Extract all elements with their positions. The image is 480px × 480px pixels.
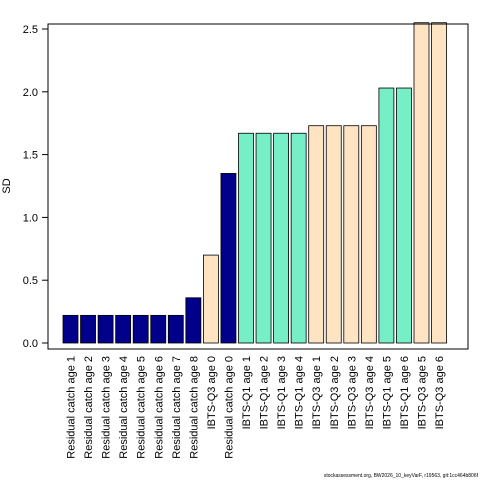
footer-text: stockassessment.org, BW2026_10_keyVarF, … xyxy=(324,473,479,479)
bar xyxy=(115,314,132,344)
x-category-label: IBTS-Q1 age 5 xyxy=(381,356,393,429)
y-axis-title: SD xyxy=(1,178,13,193)
bar xyxy=(185,297,202,344)
x-category-label: IBTS-Q1 age 3 xyxy=(276,356,288,429)
x-category-label: Residual catch age 6 xyxy=(153,356,165,459)
bar xyxy=(255,132,272,344)
bar xyxy=(343,125,360,344)
y-tick-label: 0.0 xyxy=(23,338,38,350)
y-tick-label: 1.5 xyxy=(23,150,38,162)
bar xyxy=(325,125,342,344)
x-category-label: IBTS-Q3 age 4 xyxy=(364,356,376,429)
x-category-label: IBTS-Q3 age 1 xyxy=(311,356,323,429)
bar xyxy=(396,87,412,344)
bar xyxy=(167,314,184,344)
bar xyxy=(62,314,79,344)
x-category-label: IBTS-Q3 age 0 xyxy=(206,356,218,429)
x-category-label: IBTS-Q1 age 4 xyxy=(294,356,306,429)
x-category-label: IBTS-Q3 age 5 xyxy=(417,356,429,429)
bar xyxy=(80,314,96,344)
bar xyxy=(97,314,114,344)
bar xyxy=(360,125,377,344)
x-axis-labels: Residual catch age 1 Residual catch age 2… xyxy=(66,356,447,459)
x-category-label: IBTS-Q1 age 1 xyxy=(241,356,253,429)
x-category-label: Residual catch age 8 xyxy=(188,356,200,459)
x-category-label: Residual catch age 0 xyxy=(223,356,235,459)
x-category-label: Residual catch age 3 xyxy=(101,356,113,459)
bar xyxy=(202,254,219,344)
y-axis: 0.0 0.5 1.0 1.5 2.0 2.5 xyxy=(23,24,48,350)
bar xyxy=(413,22,430,344)
bars-group xyxy=(62,22,447,344)
y-tick-label: 2.5 xyxy=(23,24,38,36)
x-category-label: Residual catch age 1 xyxy=(66,356,78,459)
bar xyxy=(150,314,167,344)
bar xyxy=(431,22,447,344)
plot-frame xyxy=(47,23,469,350)
x-category-label: IBTS-Q1 age 2 xyxy=(259,356,271,429)
bar xyxy=(378,87,395,344)
x-category-label: Residual catch age 4 xyxy=(118,356,130,459)
y-tick-label: 1.0 xyxy=(23,212,38,224)
bar xyxy=(273,132,290,344)
bar xyxy=(220,173,237,344)
bar xyxy=(290,132,307,344)
y-tick-label: 0.5 xyxy=(23,275,38,287)
x-category-label: Residual catch age 5 xyxy=(136,356,148,459)
x-category-label: IBTS-Q3 age 3 xyxy=(346,356,358,429)
bar xyxy=(308,125,325,344)
x-category-label: Residual catch age 2 xyxy=(83,356,95,459)
x-category-label: IBTS-Q1 age 6 xyxy=(399,356,411,429)
y-tick-label: 2.0 xyxy=(23,87,38,99)
x-category-label: IBTS-Q3 age 6 xyxy=(434,356,446,429)
x-category-label: IBTS-Q3 age 2 xyxy=(329,356,341,429)
bar xyxy=(132,314,149,344)
bar xyxy=(238,132,254,344)
x-category-label: Residual catch age 7 xyxy=(171,356,183,459)
